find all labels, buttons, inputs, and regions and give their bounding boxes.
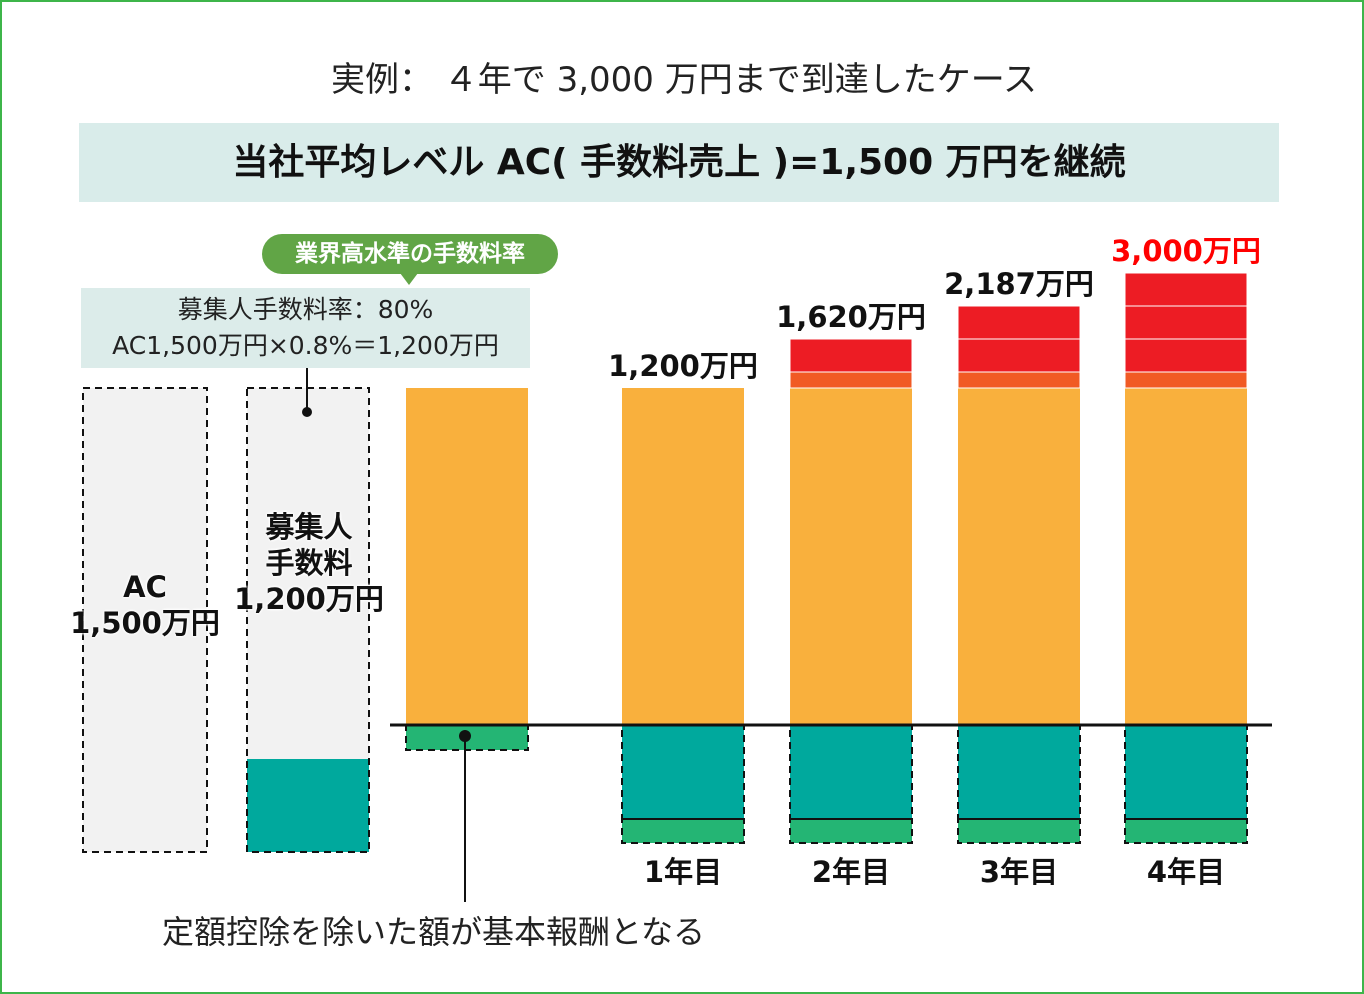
fee-box-deduction bbox=[247, 759, 369, 852]
category-label-3: 3年目 bbox=[980, 855, 1058, 889]
category-label-1: 1年目 bbox=[644, 855, 722, 889]
fee-label-1: 募集人 bbox=[265, 510, 353, 544]
bar-deduction-green-3 bbox=[958, 819, 1080, 843]
bar-red-3-2 bbox=[957, 305, 1081, 340]
value-label-1: 1,200万円 bbox=[608, 349, 758, 383]
bar-red-3-1 bbox=[957, 338, 1081, 373]
callout-line1: 募集人手数料率：80% bbox=[177, 295, 434, 324]
value-label-3: 2,187万円 bbox=[944, 267, 1094, 301]
bar-deduction-1 bbox=[622, 725, 744, 819]
ac-value: 1,500万円 bbox=[70, 606, 220, 640]
fee-label-2: 手数料 bbox=[265, 546, 353, 580]
note-leader-dot bbox=[459, 730, 471, 742]
bar-bonus-3 bbox=[957, 371, 1081, 389]
deduction-note: 定額控除を除いた額が基本報酬となる bbox=[162, 913, 706, 951]
callout-line2: AC1,500万円×0.8%＝1,200万円 bbox=[112, 331, 499, 360]
bar-red-4-2 bbox=[1124, 305, 1248, 340]
fee-rate-callout: 募集人手数料率：80% AC1,500万円×0.8%＝1,200万円 bbox=[81, 288, 530, 368]
bar-deduction-2 bbox=[790, 725, 912, 819]
subtitle-band: 当社平均レベル AC( 手数料売上 )=1,500 万円を継続 bbox=[79, 123, 1279, 202]
bar-deduction-green-2 bbox=[790, 819, 912, 843]
ac-box bbox=[83, 388, 207, 852]
category-label-4: 4年目 bbox=[1147, 855, 1225, 889]
value-label-4: 3,000万円 bbox=[1111, 234, 1261, 268]
bar-deduction-green-border-4 bbox=[1124, 818, 1248, 844]
ac-label: AC bbox=[123, 570, 167, 604]
bar-deduction-4 bbox=[1125, 725, 1247, 819]
bar-deduction-3 bbox=[958, 725, 1080, 819]
bar-deduction-green-border-2 bbox=[789, 818, 913, 844]
reference-bar bbox=[406, 388, 528, 725]
callout-leader-dot bbox=[302, 407, 312, 417]
bar-base-3 bbox=[958, 388, 1080, 725]
fee-box-label: 募集人 手数料 1,200万円 bbox=[224, 509, 394, 617]
bar-bonus-2 bbox=[789, 371, 913, 389]
bar-deduction-green-border-3 bbox=[957, 818, 1081, 844]
ac-box-label: AC 1,500万円 bbox=[62, 569, 228, 641]
bar-red-4-1 bbox=[1124, 338, 1248, 373]
bar-base-4 bbox=[1125, 388, 1247, 725]
bar-base-2 bbox=[790, 388, 912, 725]
bar-red-4-3 bbox=[1124, 272, 1248, 307]
bar-deduction-green-4 bbox=[1125, 819, 1247, 843]
bar-deduction-green-1 bbox=[622, 819, 744, 843]
bar-red-2-1 bbox=[789, 338, 913, 373]
ac-box-border bbox=[82, 387, 208, 853]
fee-value: 1,200万円 bbox=[234, 582, 384, 616]
bar-deduction-green-border-1 bbox=[621, 818, 745, 844]
pill-pointer bbox=[400, 273, 418, 285]
value-label-2: 1,620万円 bbox=[776, 300, 926, 334]
bar-base-1 bbox=[622, 388, 744, 725]
category-label-2: 2年目 bbox=[812, 855, 890, 889]
bar-bonus-4 bbox=[1124, 371, 1248, 389]
diagram-title: 実例： ４年で 3,000 万円まで到達したケース bbox=[330, 60, 1038, 100]
fee-rate-pill: 業界高水準の手数料率 bbox=[262, 234, 558, 274]
